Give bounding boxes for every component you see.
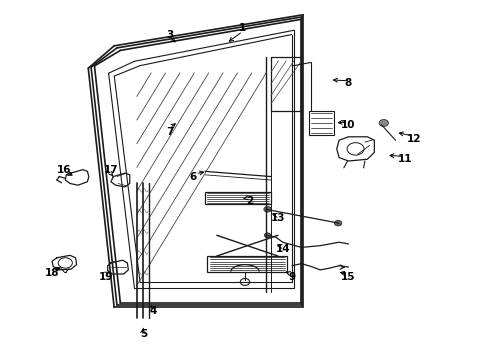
Text: 13: 13 (270, 213, 285, 223)
Bar (309, 111, 334, 135)
Text: 8: 8 (345, 78, 352, 88)
Circle shape (334, 220, 342, 226)
Text: 7: 7 (166, 127, 173, 136)
Text: 19: 19 (99, 272, 113, 282)
Text: 12: 12 (407, 134, 421, 144)
Text: 15: 15 (341, 272, 356, 282)
Text: 17: 17 (103, 165, 118, 175)
Text: 6: 6 (190, 172, 197, 181)
Circle shape (379, 120, 389, 126)
Text: 18: 18 (45, 268, 59, 278)
Bar (207, 256, 287, 271)
Circle shape (264, 207, 271, 212)
Text: 2: 2 (246, 196, 253, 206)
Bar (205, 192, 271, 204)
Text: 9: 9 (289, 272, 295, 282)
Text: 16: 16 (57, 165, 71, 175)
Circle shape (264, 233, 271, 238)
Text: 1: 1 (239, 23, 246, 33)
Text: 5: 5 (140, 329, 147, 339)
Text: 3: 3 (166, 30, 173, 40)
Text: 11: 11 (398, 154, 412, 164)
Text: 14: 14 (275, 244, 290, 254)
Text: 10: 10 (341, 120, 356, 130)
Text: 4: 4 (149, 306, 157, 316)
